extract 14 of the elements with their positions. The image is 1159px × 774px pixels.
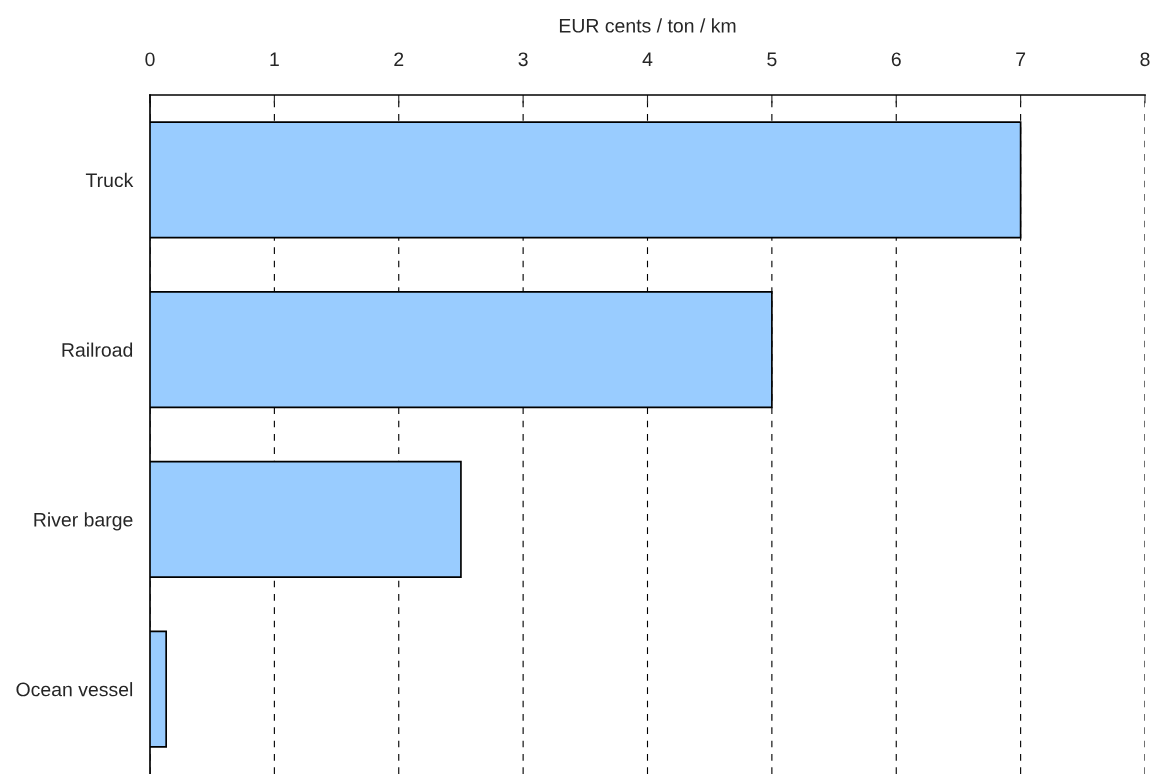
x-tick-label: 1 xyxy=(270,52,279,66)
x-axis-title: EUR cents / ton / km xyxy=(559,18,736,33)
x-tick-label: 5 xyxy=(767,52,777,67)
y-tick-label: Ocean vessel xyxy=(16,682,133,697)
x-tick-label: 6 xyxy=(891,52,901,67)
x-tick-label: 2 xyxy=(394,52,404,66)
x-tick-label: 0 xyxy=(145,52,155,67)
y-tick-label: River barge xyxy=(34,512,133,531)
x-tick-label: 8 xyxy=(1140,52,1150,67)
y-tick-label: Truck xyxy=(85,172,134,188)
x-tick-label: 4 xyxy=(642,52,653,66)
x-tick-label: 7 xyxy=(1016,52,1026,66)
x-tick-label: 3 xyxy=(518,52,528,67)
y-tick-label: Railroad xyxy=(62,342,133,357)
